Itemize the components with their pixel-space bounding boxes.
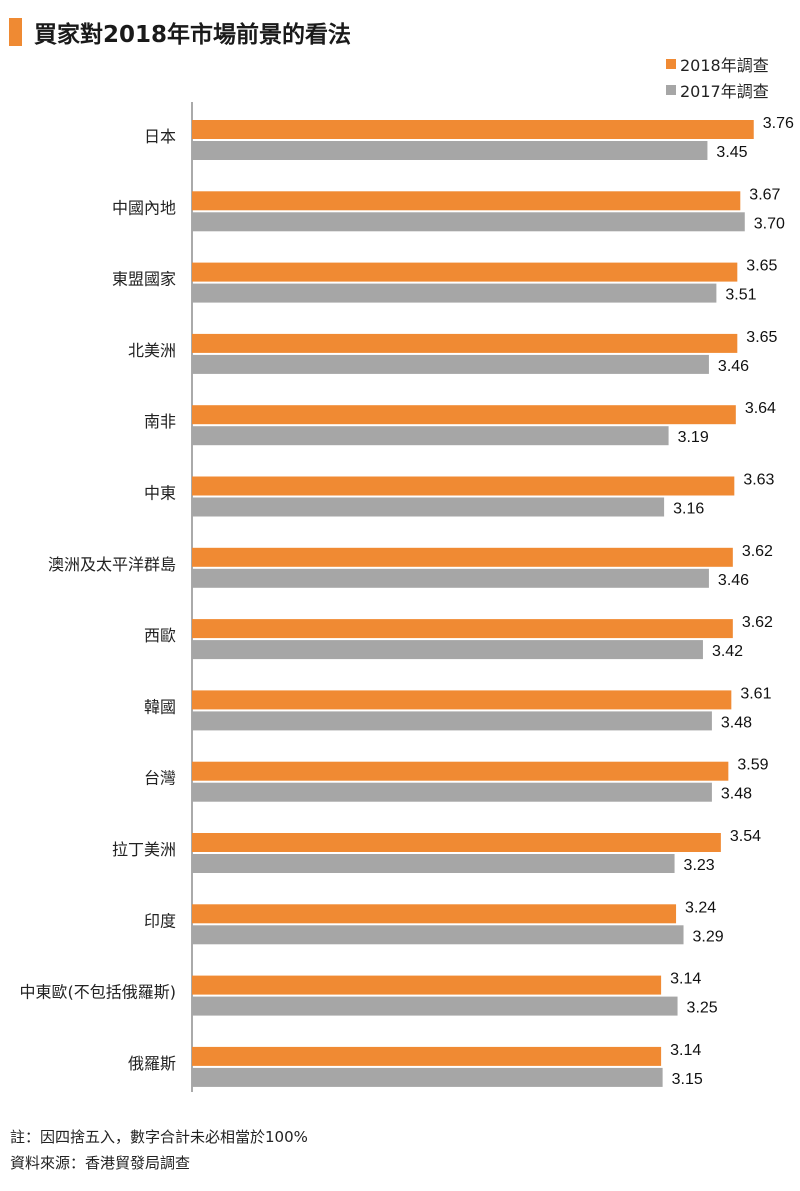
bar-2017 [192,141,708,160]
bar-2017 [192,497,665,517]
bar-2018 [192,1046,662,1066]
value-label-2018: 3.62 [742,543,773,560]
value-label-2018: 3.14 [670,1042,701,1059]
legend-item-2017: 2017年調查 [666,78,769,102]
category-label: 日本 [144,127,176,146]
bar-2018 [192,476,735,496]
value-label-2018: 3.62 [742,614,773,631]
bar-2018 [192,191,741,211]
bar-2018 [192,619,733,639]
value-label-2017: 3.70 [754,215,785,232]
value-label-2017: 3.42 [712,643,743,660]
value-label-2017: 3.46 [718,358,749,375]
value-label-2017: 3.48 [721,786,752,803]
legend-label-2017: 2017年調查 [680,82,769,101]
value-label-2018: 3.59 [737,757,768,774]
legend-swatch-2017 [666,85,676,95]
bar-2017 [192,782,712,802]
value-label-2018: 3.54 [730,828,761,845]
value-label-2017: 3.45 [716,144,747,161]
value-label-2017: 3.19 [678,429,709,446]
bar-2018 [192,833,721,852]
bar-2018 [192,405,736,425]
bar-2017 [192,426,669,446]
bar-2018 [192,690,732,710]
bar-2018 [192,333,738,353]
chart-title: 買家對2018年市場前景的看法 [34,22,352,48]
bar-2017 [192,925,684,945]
legend-swatch-2018 [666,59,676,69]
title-accent-bar [9,18,22,46]
category-label: 韓國 [144,697,176,716]
bar-2017 [192,212,745,232]
value-label-2018: 3.65 [746,329,777,346]
value-label-2018: 3.64 [745,400,776,417]
bar-2017 [192,711,712,731]
bar-2018 [192,761,729,781]
bar-2017 [192,568,709,588]
category-label: 台灣 [144,769,176,788]
bar-2017 [192,1067,663,1087]
value-label-2018: 3.14 [670,971,701,988]
bar-2018 [192,120,754,139]
footnote-source: 資料來源：香港貿發局調查 [10,1154,191,1172]
value-label-2017: 3.15 [672,1071,703,1088]
category-label: 中國內地 [112,198,176,217]
bar-2018 [192,975,662,995]
value-label-2017: 3.51 [725,287,756,304]
value-label-2017: 3.16 [673,501,704,518]
bar-2018 [192,904,677,924]
bar-2017 [192,854,675,873]
category-label: 拉丁美洲 [112,840,176,859]
legend-label-2018: 2018年調查 [680,56,769,75]
category-label: 南非 [144,412,176,431]
value-label-2018: 3.24 [685,899,716,916]
value-label-2018: 3.61 [740,685,771,702]
bar-2018 [192,547,733,567]
bar-2018 [192,262,738,282]
value-label-2017: 3.25 [687,1000,718,1017]
category-label: 北美洲 [128,341,176,360]
value-label-2017: 3.23 [684,857,715,874]
value-label-2018: 3.67 [749,186,780,203]
value-label-2018: 3.65 [746,258,777,275]
bar-2017 [192,640,703,660]
legend: 2018年調查 2017年調查 [666,52,769,104]
category-label: 東盟國家 [112,270,176,289]
bar-2017 [192,283,717,303]
category-label: 西歐 [144,626,176,645]
category-label: 中東 [144,484,176,503]
legend-item-2018: 2018年調查 [666,52,769,76]
value-label-2018: 3.76 [763,115,794,132]
bar-2017 [192,354,709,374]
value-label-2017: 3.46 [718,572,749,589]
bar-2017 [192,996,678,1016]
value-label-2017: 3.48 [721,714,752,731]
value-label-2018: 3.63 [743,472,774,489]
category-label: 俄羅斯 [128,1054,176,1073]
category-label: 澳洲及太平洋群島 [48,555,176,574]
footnote-rounding: 註：因四捨五入，數字合計未必相當於100% [10,1128,308,1146]
category-label: 中東歐(不包括俄羅斯) [20,983,177,1002]
category-label: 印度 [144,911,176,930]
value-label-2017: 3.29 [693,928,724,945]
